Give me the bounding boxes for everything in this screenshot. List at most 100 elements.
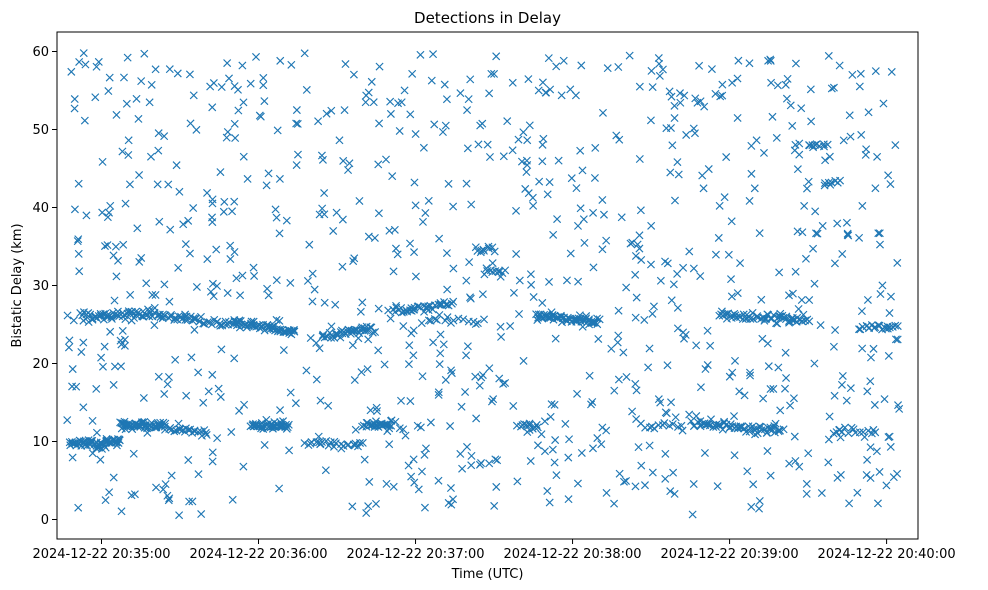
data-point-marker [622,283,631,292]
data-point-marker [159,485,168,494]
data-point-marker [305,240,314,249]
data-point-marker [781,80,790,89]
chart-title: Detections in Delay [414,9,561,27]
data-point-marker [550,400,559,409]
data-point-marker [499,152,508,161]
data-point-marker [240,400,249,409]
data-point-marker [837,380,846,389]
data-point-marker [825,412,834,421]
data-point-marker [302,366,311,375]
data-point-marker [436,330,445,339]
data-point-marker [410,248,419,257]
data-point-marker [435,360,444,369]
data-point-marker [766,385,775,394]
data-point-marker [124,150,133,160]
data-point-marker [499,379,508,388]
data-point-marker [213,434,222,443]
y-axis-ticks: 0 10 20 30 40 50 60 [32,45,57,528]
data-point-marker [390,225,399,234]
data-point-marker [474,140,483,149]
data-point-marker [399,322,408,331]
data-point-marker [467,451,476,460]
data-point-marker [230,119,239,128]
data-point-marker [628,238,637,247]
data-point-marker [160,390,169,399]
data-point-marker [610,499,619,508]
data-point-marker [823,140,832,149]
data-point-marker [320,210,329,219]
data-point-marker [731,356,740,365]
data-point-marker [457,402,466,411]
data-point-marker [509,288,518,297]
data-point-marker [887,67,896,76]
data-point-marker [715,201,724,210]
data-point-marker [617,213,626,222]
data-point-marker [615,469,624,478]
data-point-marker [230,82,239,91]
data-point-marker [844,429,853,438]
data-point-marker [864,108,873,117]
data-point-marker [411,272,420,281]
data-point-marker [573,389,582,398]
y-tick-label: 20 [32,357,49,372]
data-point-marker [107,313,116,322]
data-point-marker [663,361,672,370]
data-point-marker [696,383,705,392]
data-point-marker [411,201,420,210]
data-point-marker [829,83,838,92]
data-point-marker [67,67,76,76]
data-point-marker [249,263,258,272]
data-point-marker [164,372,173,381]
data-point-marker [598,423,607,432]
data-point-marker [848,70,857,79]
data-point-marker [485,152,494,162]
data-point-marker [122,99,131,108]
data-point-marker [364,232,373,241]
data-point-marker [208,448,217,457]
data-point-marker [703,326,712,335]
data-point-marker [320,298,329,307]
data-point-marker [194,470,203,479]
data-point-marker [123,53,132,62]
data-point-marker [525,121,534,130]
data-point-marker [882,481,891,490]
data-point-marker [781,348,790,357]
data-point-marker [441,375,450,384]
data-point-marker [276,406,285,415]
data-point-marker [673,324,682,333]
x-tick-label: 2024-12-22 20:40:00 [818,547,956,562]
data-point-marker [523,136,532,145]
data-point-marker [512,206,521,215]
data-point-marker [126,290,135,299]
data-point-marker [656,276,665,285]
data-point-marker [374,160,383,169]
data-point-marker [501,266,510,275]
data-point-marker [725,372,734,381]
data-point-marker [471,320,480,329]
data-point-marker [487,397,496,406]
data-point-marker [679,328,688,337]
data-point-marker [190,325,199,334]
data-point-marker [703,361,712,370]
data-point-marker [388,172,397,181]
data-point-marker [494,267,503,276]
data-point-marker [106,201,115,210]
data-point-marker [430,120,439,129]
data-point-marker [893,335,902,344]
data-point-marker [488,243,497,252]
data-point-marker [724,309,733,318]
data-point-marker [869,344,878,353]
data-point-marker [824,435,833,444]
data-point-marker [658,65,667,74]
data-point-marker [184,456,193,465]
data-point-marker [894,401,903,410]
data-point-marker [480,315,489,324]
data-point-marker [728,78,737,87]
data-point-marker [654,54,663,63]
data-point-marker [105,208,114,217]
data-point-marker [667,92,676,101]
data-point-marker [462,276,471,285]
data-point-marker [632,293,641,302]
data-point-marker [395,126,404,135]
data-point-marker [533,441,542,450]
